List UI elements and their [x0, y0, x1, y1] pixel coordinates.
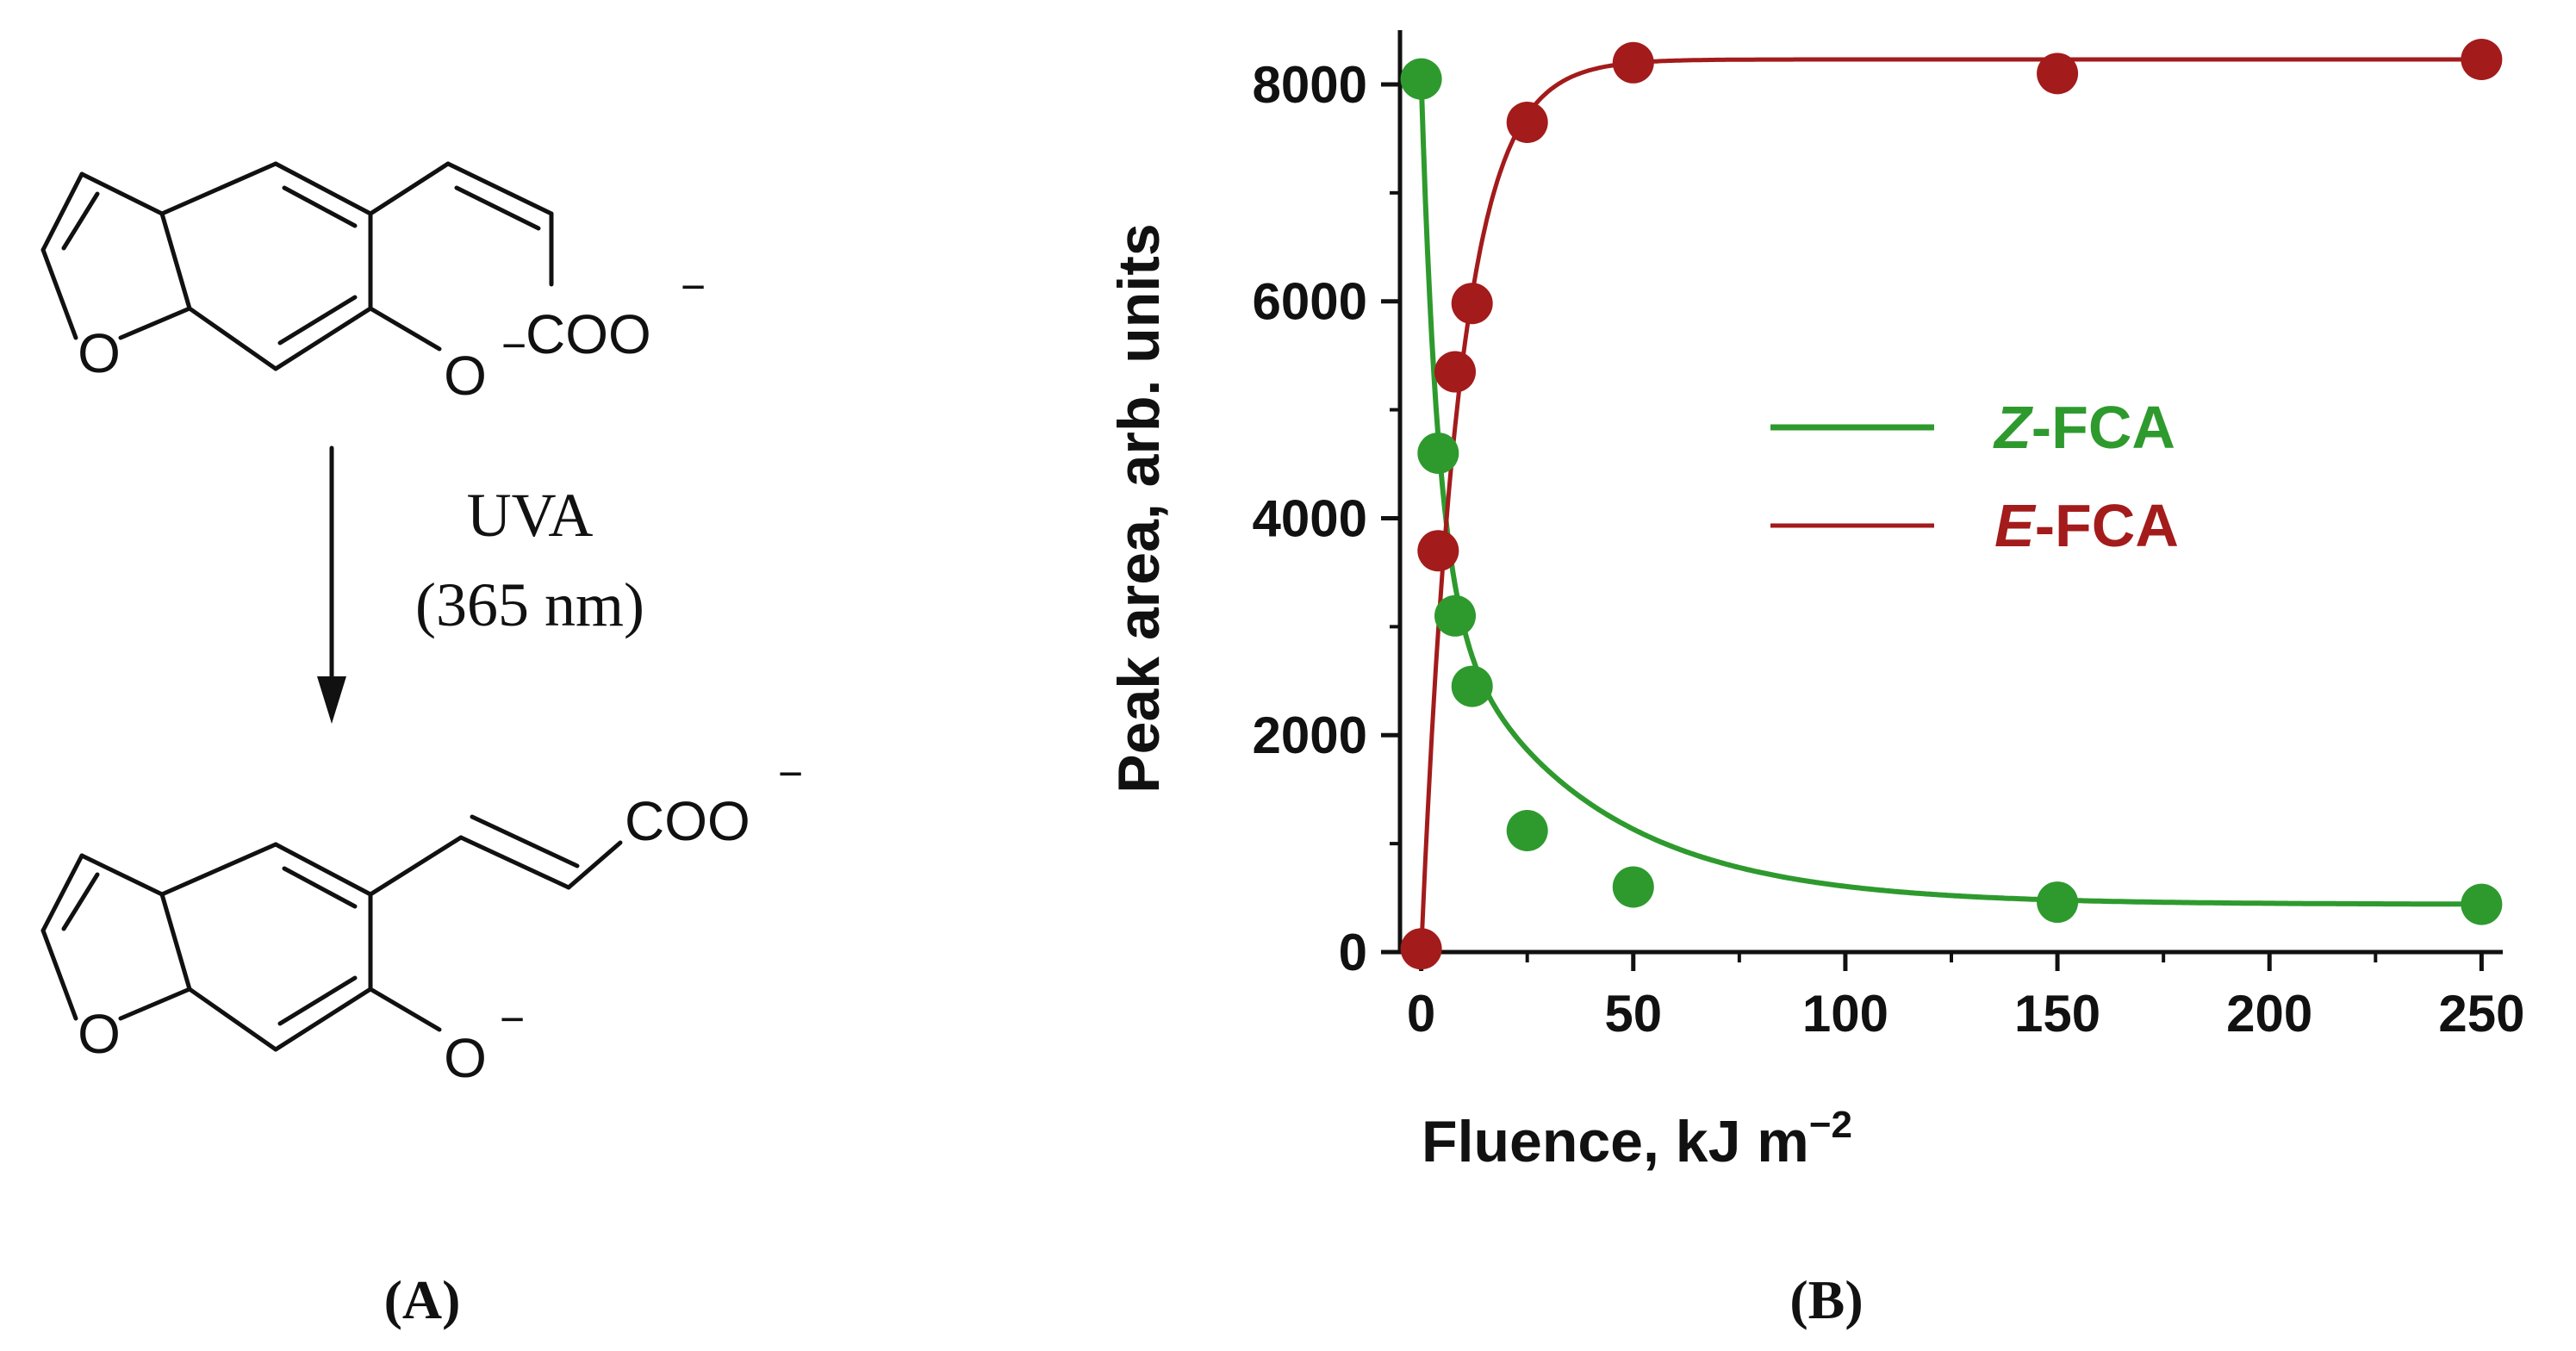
- x-tick-label: 0: [1407, 985, 1435, 1043]
- chart-ticks: 0 50 100 150 200 250 0 2000 4000 6000 8000: [1253, 56, 2525, 1043]
- z-fca-point: [1506, 810, 1548, 852]
- legend-label-z-prefix: Z: [1993, 394, 2033, 461]
- reactant-structure: [40, 161, 554, 371]
- reactant-carboxylate-charge: −: [681, 263, 706, 311]
- y-tick-label: 2000: [1253, 707, 1367, 764]
- x-tick-label: 150: [2014, 985, 2100, 1043]
- z-fca-point: [1400, 58, 1442, 100]
- condition-label: UVA: [467, 481, 594, 550]
- reactant-phenolate-oxygen: O: [444, 345, 487, 407]
- z-fca-point: [2037, 881, 2079, 924]
- product-ring-oxygen: O: [78, 1003, 121, 1065]
- legend-label-e-prefix: E: [1994, 492, 2037, 559]
- reactant-ring-oxygen: O: [78, 322, 121, 384]
- legend-label-z: Z-FCA: [1993, 394, 2175, 461]
- panel-label-a: (A): [384, 1269, 461, 1330]
- product-structure: [40, 814, 623, 1052]
- e-fca-point: [1612, 41, 1654, 84]
- panel-label-b: (B): [1789, 1269, 1863, 1330]
- product-phenolate-oxygen: O: [444, 1027, 487, 1089]
- reaction-arrow: [317, 445, 346, 724]
- x-axis-label-exponent: −2: [1809, 1104, 1852, 1146]
- x-tick-label: 100: [1802, 985, 1888, 1043]
- e-fca-point: [2461, 38, 2503, 80]
- legend-label-e: E-FCA: [1994, 492, 2179, 559]
- chart-points: [1400, 38, 2503, 970]
- e-fca-point: [1400, 928, 1442, 970]
- y-axis-label: Peak area, arb. units: [1106, 223, 1172, 793]
- chart-axes: [1397, 30, 2503, 955]
- y-tick-label: 6000: [1253, 273, 1367, 331]
- e-fca-point: [1506, 102, 1548, 143]
- legend-label-e-suffix: -FCA: [2035, 492, 2179, 559]
- chart-curves: [1418, 57, 2482, 953]
- reactant-phenolate-charge: −: [501, 321, 526, 370]
- wavelength-label: (365 nm): [415, 570, 644, 639]
- e-fca-point: [1451, 283, 1493, 325]
- x-axis-label-text: Fluence, kJ m: [1422, 1109, 1809, 1174]
- product-phenolate-charge: −: [500, 995, 525, 1043]
- y-tick-label: 8000: [1253, 56, 1367, 114]
- x-tick-label: 250: [2438, 985, 2524, 1043]
- y-tick-label: 4000: [1253, 489, 1367, 547]
- e-fca-point: [2037, 53, 2079, 95]
- chart-panel: 0 50 100 150 200 250 0 2000 4000 6000 8000 Fluence…: [1106, 30, 2524, 1174]
- z-fca-point: [1451, 665, 1493, 707]
- reaction-scheme: O O − COO − UVA (365 nm): [40, 161, 803, 1089]
- x-axis-label: Fluence, kJ m−2: [1422, 1104, 1852, 1174]
- z-fca-point: [1612, 866, 1654, 908]
- z-fca-point: [2461, 883, 2503, 925]
- e-fca-fit-curve: [1419, 57, 2482, 953]
- y-tick-label: 0: [1339, 924, 1367, 981]
- e-fca-point: [1417, 530, 1459, 572]
- x-tick-label: 200: [2226, 985, 2312, 1043]
- x-tick-label: 50: [1604, 985, 1662, 1043]
- legend: Z-FCA E-FCA: [1770, 394, 2179, 559]
- reactant-carboxylate: COO: [526, 303, 651, 365]
- product-carboxylate: COO: [625, 790, 750, 852]
- legend-label-z-suffix: -FCA: [2032, 394, 2175, 461]
- z-fca-fit-curve: [1418, 78, 2482, 907]
- product-carboxylate-charge: −: [778, 750, 803, 798]
- z-fca-point: [1417, 432, 1459, 474]
- e-fca-point: [1434, 351, 1476, 393]
- z-fca-point: [1434, 595, 1476, 637]
